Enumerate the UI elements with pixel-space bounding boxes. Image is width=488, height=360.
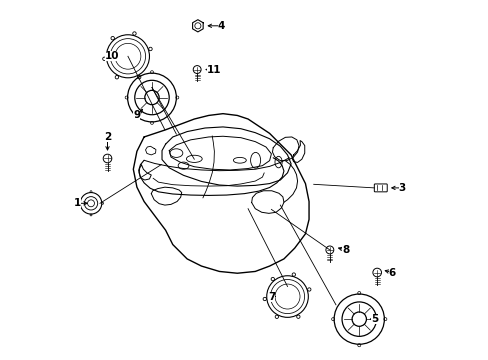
Text: 11: 11: [206, 64, 221, 75]
Text: 7: 7: [267, 292, 275, 302]
Text: 1: 1: [73, 198, 81, 208]
Text: 4: 4: [217, 21, 224, 31]
Text: 2: 2: [103, 132, 111, 142]
Text: 8: 8: [341, 245, 348, 255]
Text: 3: 3: [398, 183, 405, 193]
Text: 5: 5: [370, 314, 377, 324]
Text: 6: 6: [388, 267, 395, 278]
Text: 9: 9: [133, 111, 140, 121]
Text: 10: 10: [105, 51, 120, 61]
